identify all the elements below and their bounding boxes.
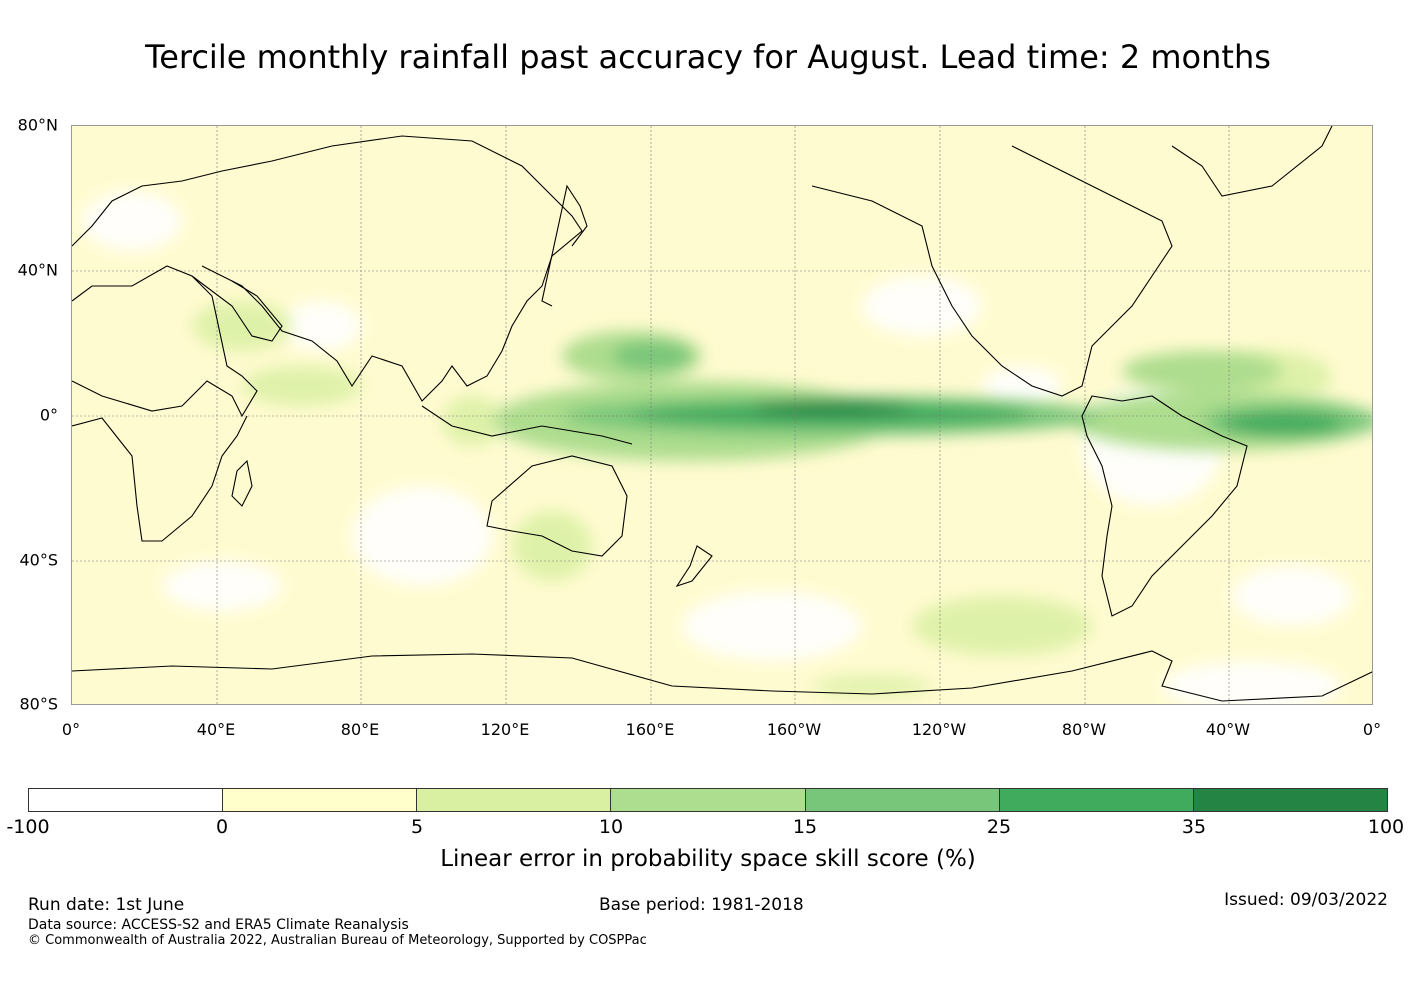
skill-score-map	[71, 125, 1373, 705]
coastline-north-america	[811, 145, 1173, 397]
colorbar-tick: 35	[1181, 816, 1207, 838]
lat-label-40s: 40°S	[19, 550, 58, 570]
coastline-indonesia	[421, 405, 633, 445]
colorbar-segment	[805, 789, 1000, 811]
colorbar-segment	[1193, 789, 1387, 811]
lon-label-160e: 160°E	[625, 720, 675, 739]
colorbar-tick: 0	[215, 816, 229, 838]
run-date: Run date: 1st June	[28, 895, 185, 915]
coastline-australia	[486, 455, 628, 557]
lon-label-120w: 120°W	[911, 720, 967, 739]
map-title: Tercile monthly rainfall past accuracy f…	[145, 38, 1271, 76]
colorbar-segment	[29, 789, 224, 811]
low-skill-regions	[192, 301, 1332, 696]
lat-label-80s: 80°S	[19, 694, 58, 714]
lon-label-40w: 40°W	[1205, 720, 1251, 739]
lon-label-0-east: 0°	[1362, 720, 1382, 739]
colorbar	[28, 788, 1388, 812]
colorbar-tick: -100	[6, 816, 50, 838]
coastline-madagascar	[231, 459, 253, 507]
copyright: © Commonwealth of Australia 2022, Austra…	[28, 933, 647, 948]
data-source: Data source: ACCESS-S2 and ERA5 Climate …	[28, 917, 409, 933]
high-skill-band	[492, 331, 1372, 461]
coastline-arabia	[191, 275, 283, 342]
coastline-south-america	[1081, 395, 1248, 617]
coastline-africa	[72, 265, 258, 418]
colorbar-label: Linear error in probability space skill …	[440, 846, 976, 872]
lon-label-80w: 80°W	[1061, 720, 1107, 739]
lon-label-80e: 80°E	[340, 720, 380, 739]
coastline-greenland	[1171, 126, 1333, 197]
lat-label-equator: 0°	[39, 405, 58, 425]
colorbar-tick: 5	[410, 816, 424, 838]
lat-label-80n: 80°N	[17, 115, 58, 135]
coastlines	[72, 126, 1372, 702]
coastline-antarctica	[72, 650, 1372, 702]
negative-skill-regions	[82, 191, 1352, 704]
colorbar-segment	[223, 789, 418, 811]
colorbar-tick: 10	[598, 816, 624, 838]
base-period: Base period: 1981-2018	[599, 895, 804, 915]
colorbar-tick: 100	[1367, 816, 1405, 838]
gridlines	[72, 126, 1372, 704]
lon-label-40e: 40°E	[196, 720, 236, 739]
coastline-japan	[541, 184, 588, 307]
colorbar-segment	[999, 789, 1194, 811]
lon-label-120e: 120°E	[480, 720, 530, 739]
colorbar-tick: 25	[986, 816, 1012, 838]
coastline-eurasia	[72, 135, 583, 402]
lon-label-0-west: 0°	[61, 720, 81, 739]
colorbar-segment	[417, 789, 612, 811]
colorbar-tick: 15	[792, 816, 818, 838]
lon-label-160w: 160°W	[766, 720, 822, 739]
lat-label-40n: 40°N	[17, 260, 58, 280]
issued-date: Issued: 09/03/2022	[1224, 890, 1388, 910]
colorbar-segment	[611, 789, 806, 811]
coastline-new-zealand	[675, 545, 713, 588]
coastline-africa-south	[72, 415, 248, 542]
